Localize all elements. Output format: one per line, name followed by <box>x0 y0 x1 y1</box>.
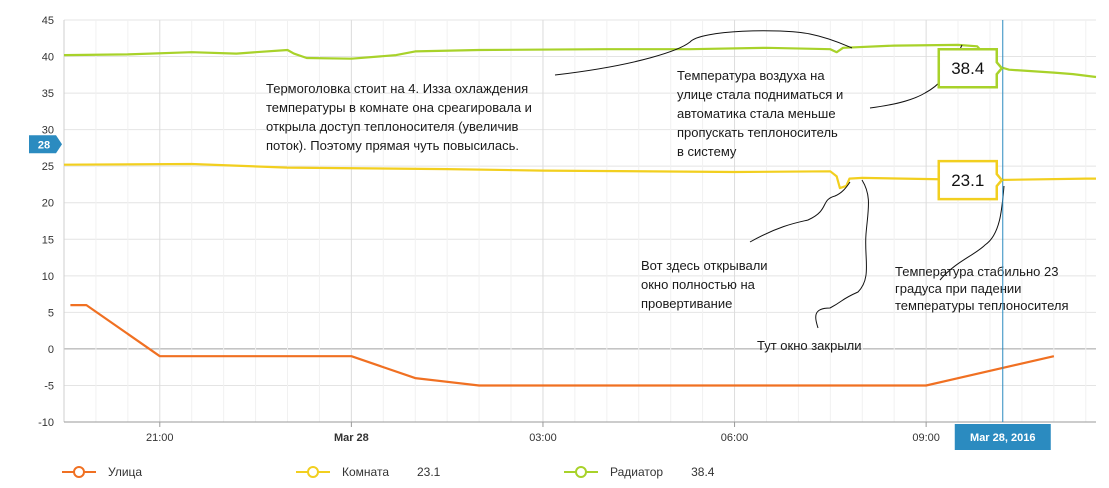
legend: Улица Комната 23.1 Радиатор 38.4 <box>0 455 1109 488</box>
legend-label-room: Комната <box>342 465 389 479</box>
annotation-text: окно полностью на <box>641 277 756 292</box>
legend-item-radiator[interactable]: Радиатор 38.4 <box>564 464 714 480</box>
line-chart: 45 40 35 30 25 20 15 10 5 0 -5 -10 21:00 Mar 28 03:00 0… <box>29 15 1097 450</box>
annotation-text: в систему <box>677 144 737 159</box>
x-tick-label: 21:00 <box>146 432 174 444</box>
x-tick-label: 06:00 <box>721 432 749 444</box>
hand-drawn-arrow <box>749 181 851 243</box>
x-tick-label: Mar 28 <box>334 432 369 444</box>
legend-item-room[interactable]: Комната 23.1 <box>296 464 440 480</box>
tooltip-box <box>937 159 1004 201</box>
y-tick-label: 15 <box>42 234 54 246</box>
crosshair-y-badge <box>29 135 62 154</box>
tooltip-value: 38.4 <box>951 59 984 78</box>
hand-drawn-arrows <box>554 30 1005 329</box>
annotation-text: автоматика стала меньше <box>677 106 836 121</box>
x-tick-label: 09:00 <box>912 432 940 444</box>
annotations: Термоголовка стоит на 4. Изза охлаждения… <box>266 68 1069 353</box>
annotation-text: Температура воздуха на <box>677 68 825 83</box>
annotation-text: поток). Поэтому прямая чуть повысилась. <box>266 138 519 153</box>
tooltips: 38.4 23.1 <box>937 47 1004 201</box>
y-tick-label: 35 <box>42 88 54 100</box>
crosshair-date-badge <box>954 424 1051 450</box>
legend-label-radiator: Радиатор <box>610 465 664 479</box>
annotation-text: Термоголовка стоит на 4. Изза охлаждения <box>266 81 528 96</box>
y-tick-label: 0 <box>48 344 54 356</box>
hand-drawn-arrow <box>554 30 853 76</box>
y-tick-label: 20 <box>42 198 54 210</box>
annotation-text: Тут окно закрыли <box>757 338 862 353</box>
series-lines <box>63 43 1097 387</box>
y-tick-label: 45 <box>42 15 54 27</box>
legend-value-radiator: 38.4 <box>691 465 715 479</box>
legend-label-outdoor: Улица <box>108 465 143 479</box>
crosshair: 28 Mar 28, 2016 <box>29 20 1051 450</box>
legend-value-room: 23.1 <box>417 465 441 479</box>
y-tick-label: 40 <box>42 52 54 64</box>
legend-item-outdoor[interactable]: Улица <box>62 464 170 480</box>
y-tick-label: 10 <box>42 271 54 283</box>
axes: 45 40 35 30 25 20 15 10 5 0 -5 -10 21:00 Mar 28 03:00 0… <box>38 15 1096 444</box>
x-tick-label: 03:00 <box>529 432 557 444</box>
series-line-0[interactable] <box>70 304 1055 387</box>
y-tick-label: 25 <box>42 161 54 173</box>
annotation-text: Вот здесь открывали <box>641 258 768 273</box>
crosshair-y-label: 28 <box>38 139 50 151</box>
crosshair-date-label: Mar 28, 2016 <box>970 432 1035 444</box>
y-tick-label: 5 <box>48 307 54 319</box>
annotation-text: Температура стабильно 23 <box>895 264 1058 279</box>
annotation-text: улице стала подниматься и <box>677 87 843 102</box>
annotation-text: пропускать теплоноситель <box>677 125 838 140</box>
y-tick-label: 30 <box>42 125 54 137</box>
annotation-text: температуры в комнате она среагировала и <box>266 100 532 115</box>
legend-marker-room <box>296 466 330 478</box>
annotation-text: температуры теплоносителя <box>895 298 1069 313</box>
tooltip-box <box>937 47 1004 89</box>
legend-marker-radiator <box>564 466 598 478</box>
annotation-text: градуса при падении <box>895 281 1021 296</box>
tooltip-value: 23.1 <box>951 171 984 190</box>
y-tick-label: -10 <box>38 417 54 429</box>
hand-drawn-arrow <box>815 179 869 329</box>
legend-marker-outdoor <box>62 466 96 478</box>
annotation-text: открыла доступ теплоносителя (увеличив <box>266 119 518 134</box>
annotation-text: провертивание <box>641 296 732 311</box>
y-tick-label: -5 <box>44 380 54 392</box>
hand-drawn-arrow <box>939 185 1005 281</box>
